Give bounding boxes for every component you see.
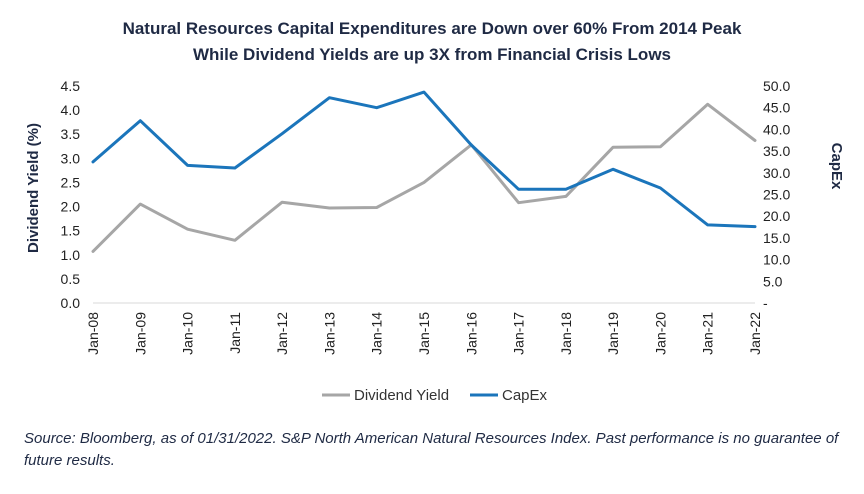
y2-tick-label: 30.0 bbox=[763, 165, 790, 181]
x-tick-label: Jan-15 bbox=[416, 312, 432, 355]
y2-tick-label: - bbox=[763, 295, 768, 311]
y-tick-label: 4.0 bbox=[61, 102, 81, 118]
x-tick-label: Jan-13 bbox=[321, 312, 337, 355]
y2-tick-label: 40.0 bbox=[763, 121, 790, 137]
x-tick-label: Jan-08 bbox=[85, 312, 101, 355]
series-lines bbox=[91, 90, 757, 253]
y-tick-label: 0.0 bbox=[61, 295, 81, 311]
y-tick-label: 1.5 bbox=[61, 223, 81, 239]
x-tick-label: Jan-19 bbox=[605, 312, 621, 355]
chart-title: Natural Resources Capital Expenditures a… bbox=[123, 19, 742, 38]
x-tick-label: Jan-10 bbox=[180, 312, 196, 355]
series-line-dividend-yield bbox=[91, 102, 757, 253]
y2-tick-label: 25.0 bbox=[763, 187, 790, 203]
series-line-capex bbox=[91, 90, 757, 229]
x-axis: Jan-08 Jan-09 Jan-10 Jan-11 Jan-12 Jan-13 Jan-… bbox=[85, 312, 763, 355]
x-tick-label: Jan-12 bbox=[274, 312, 290, 355]
x-tick-label: Jan-21 bbox=[700, 312, 716, 355]
y-tick-label: 0.5 bbox=[61, 271, 81, 287]
y-tick-label: 3.5 bbox=[61, 126, 81, 142]
x-tick-label: Jan-14 bbox=[369, 312, 385, 355]
x-tick-label: Jan-16 bbox=[463, 312, 479, 355]
y2-tick-label: 35.0 bbox=[763, 143, 790, 159]
x-tick-label: Jan-22 bbox=[747, 312, 763, 355]
x-tick-label: Jan-18 bbox=[558, 312, 574, 355]
y-tick-label: 3.0 bbox=[61, 150, 81, 166]
y2-tick-label: 50.0 bbox=[763, 78, 790, 94]
y-tick-label: 4.5 bbox=[61, 78, 81, 94]
y-axis-right: - 5.0 10.0 15.0 20.0 25.0 30.0 35.0 40.0 45.0 50.0 bbox=[763, 78, 790, 311]
chart: Natural Resources Capital Expenditures a… bbox=[25, 19, 845, 404]
y-axis-label: Dividend Yield (%) bbox=[25, 123, 42, 253]
y2-tick-label: 20.0 bbox=[763, 208, 790, 224]
x-tick-label: Jan-11 bbox=[227, 312, 243, 354]
x-tick-label: Jan-17 bbox=[511, 312, 527, 355]
y2-tick-label: 45.0 bbox=[763, 100, 790, 116]
y-axis-left: 0.0 0.5 1.0 1.5 2.0 2.5 3.0 3.5 4.0 4.5 bbox=[61, 78, 81, 311]
y-tick-label: 2.0 bbox=[61, 199, 81, 215]
y2-tick-label: 5.0 bbox=[763, 273, 783, 289]
source-note: Source: Bloomberg, as of 01/31/2022. S&P… bbox=[24, 430, 839, 469]
legend: Dividend Yield CapEx bbox=[322, 387, 548, 404]
y2-tick-label: 10.0 bbox=[763, 252, 790, 268]
legend-label-capex: CapEx bbox=[502, 387, 548, 404]
y2-tick-label: 15.0 bbox=[763, 230, 790, 246]
legend-label-dividend-yield: Dividend Yield bbox=[354, 387, 449, 404]
y2-axis-label: CapEx bbox=[828, 143, 845, 190]
x-tick-label: Jan-20 bbox=[652, 312, 668, 355]
y-tick-label: 1.0 bbox=[61, 247, 81, 263]
y-tick-label: 2.5 bbox=[61, 174, 81, 190]
chart-subtitle: While Dividend Yields are up 3X from Fin… bbox=[193, 45, 671, 64]
x-tick-label: Jan-09 bbox=[132, 312, 148, 355]
